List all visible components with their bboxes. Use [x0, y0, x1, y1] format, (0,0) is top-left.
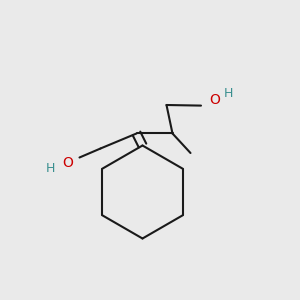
Text: H: H: [224, 86, 233, 100]
Text: H: H: [46, 161, 55, 175]
Text: O: O: [62, 156, 73, 170]
Text: O: O: [209, 93, 220, 106]
